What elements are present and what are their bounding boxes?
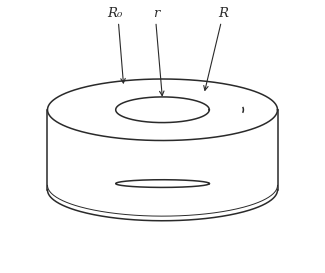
Text: r: r (153, 7, 160, 20)
Text: R₀: R₀ (108, 7, 123, 20)
Text: R: R (219, 7, 229, 20)
